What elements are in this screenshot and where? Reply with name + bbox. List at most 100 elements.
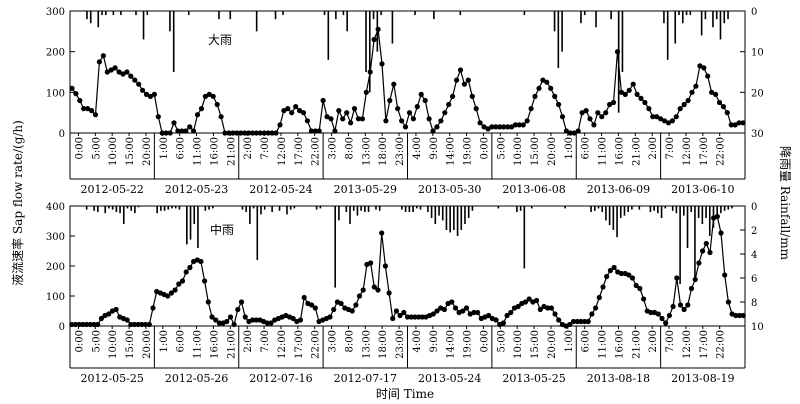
sap-flow-point [98, 315, 104, 322]
sap-flow-point [344, 110, 350, 116]
x-tick-label: 4:00 [412, 330, 423, 352]
sap-flow-point [674, 275, 680, 281]
x-tick-label: 2:00 [648, 330, 659, 352]
sap-flow-point [171, 120, 177, 126]
y-left-tick-label: 300 [46, 232, 65, 243]
y-left-tick-label: 200 [46, 48, 65, 59]
rainfall-bar [649, 206, 652, 212]
sap-flow-point [113, 306, 119, 313]
x-tick-label: 10:00 [108, 330, 119, 359]
x-tick-label: 16:00 [614, 137, 625, 166]
rainfall-bar [660, 206, 663, 218]
sap-flow-point [92, 112, 99, 118]
rainfall-bar [256, 206, 259, 260]
sap-flow-point [548, 305, 555, 311]
sap-flow-point [301, 294, 307, 301]
x-tick-label: 15:00 [530, 330, 541, 359]
rainfall-bar [459, 11, 462, 16]
x-tick-label: 3:00 [328, 137, 339, 159]
y-right-tick-label: 2 [751, 226, 757, 237]
sap-flow-point [165, 293, 171, 299]
rainfall-bar [412, 206, 414, 212]
rainfall-bar [727, 11, 729, 20]
rainfall-bar [135, 11, 137, 16]
rainfall-bar [255, 11, 258, 32]
sap-flow-point [175, 128, 181, 134]
y-right-tick-label: 20 [751, 88, 764, 99]
rainfall-bar [86, 11, 88, 20]
rainfall-bar [391, 11, 394, 44]
rainfall-bar [146, 11, 149, 16]
sap-flow-point [579, 110, 585, 116]
rainfall-bar [449, 206, 451, 233]
x-tick-label: 16:00 [209, 137, 220, 166]
x-tick-label: 14:00 [446, 137, 457, 166]
rainfall-bar [142, 11, 145, 40]
sap-flow-point [112, 65, 118, 71]
sap-flow-point [659, 315, 665, 322]
date-label: 2013-06-09 [587, 183, 650, 196]
rainfall-bar [319, 206, 322, 209]
x-tick-label: 0:00 [479, 330, 490, 352]
x-tick-label: 23:00 [395, 137, 406, 166]
sap-flow-point [202, 93, 208, 99]
sap-flow-point [522, 299, 529, 305]
rainfall-bar [419, 206, 422, 210]
sap-flow-point [614, 49, 621, 55]
rainfall-bar [441, 206, 444, 221]
rainfall-bar [415, 206, 418, 209]
sap-flow-point [724, 110, 730, 116]
sap-flow-point [289, 110, 295, 116]
sap-flow-point [630, 81, 636, 87]
sap-flow-point [599, 114, 605, 120]
sap-flow-point [516, 122, 522, 128]
sap-flow-point [600, 284, 606, 290]
sap-flow-point [540, 77, 546, 83]
rainfall-bar [460, 206, 463, 230]
sap-flow-point [265, 130, 271, 136]
sap-flow-point [77, 97, 83, 104]
sap-flow-point [235, 306, 241, 313]
rainfall-bar [694, 206, 696, 278]
rainfall-bar [708, 206, 711, 236]
sap-flow-point [108, 67, 114, 73]
sap-flow-point [629, 275, 636, 281]
rainfall-bar [204, 206, 207, 211]
sap-flow-point [234, 130, 240, 136]
sap-flow-point [493, 317, 499, 323]
sap-flow-line [71, 215, 744, 327]
rainfall-bar [627, 206, 629, 212]
y-right-tick-label: 30 [751, 129, 764, 140]
rainfall-bar [605, 206, 607, 221]
sap-flow-point [434, 308, 440, 314]
sap-flow-point [515, 303, 521, 310]
sap-flow-point [661, 118, 668, 124]
sap-flow-point [268, 320, 274, 326]
x-tick-label: 10:00 [513, 137, 524, 166]
rainfall-bar [530, 206, 533, 209]
sap-flow-point [183, 269, 189, 275]
rainfall-bar [430, 206, 433, 218]
sap-flow-point [419, 314, 425, 320]
x-tick-label: 22:00 [716, 137, 727, 166]
rainfall-bar [593, 206, 596, 211]
sap-flow-point [69, 85, 75, 91]
rainfall-bar [323, 11, 326, 16]
rainfall-bar [368, 11, 371, 93]
rainfall-bar [700, 11, 703, 36]
sap-flow-point [563, 128, 570, 134]
rainfall-bar [178, 206, 181, 210]
y-left-tick-label: 100 [46, 292, 65, 303]
sap-flow-point [685, 97, 691, 104]
sap-flow-point [69, 321, 75, 328]
sap-flow-point [654, 114, 660, 120]
sap-flow-point [136, 81, 142, 87]
rainfall-bar [93, 206, 95, 211]
sap-flow-point [73, 91, 79, 97]
rainfall-bar [523, 206, 526, 269]
x-tick-label: 12:00 [682, 330, 693, 359]
rainfall-bar [519, 206, 522, 211]
sap-flow-point [150, 305, 156, 311]
sap-flow-point [728, 122, 734, 128]
sap-flow-point [720, 104, 727, 110]
